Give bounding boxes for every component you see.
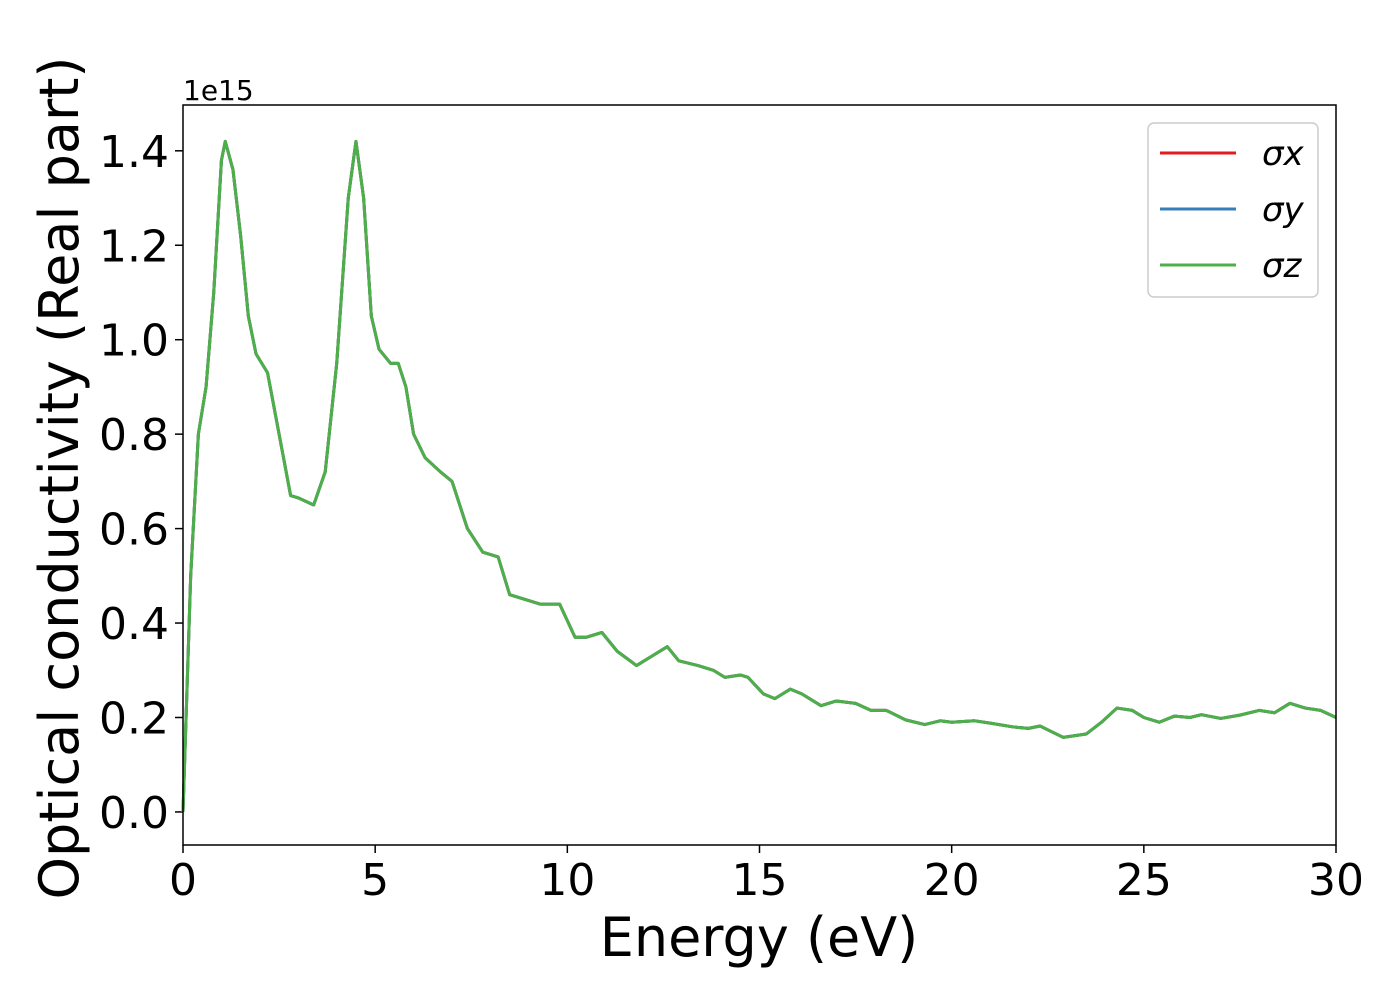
x-tick-label: 0 [169,855,197,906]
x-tick-label: 25 [1116,855,1172,906]
x-tick-label: 15 [732,855,788,906]
x-tick-label: 30 [1308,855,1364,906]
y-tick-label: 0.2 [99,693,169,744]
y-tick-label: 0.8 [99,410,169,461]
y-tick-label: 1.4 [99,127,169,178]
y-tick-label: 0.4 [99,599,169,650]
x-tick-label: 20 [924,855,980,906]
plot-frame [182,104,1337,846]
legend-label: σz [1262,246,1303,286]
y-tick-label: 0.6 [99,505,169,556]
y-tick-label: 1.0 [99,316,169,367]
x-tick-label: 10 [539,855,595,906]
y-axis-label: Optical conductivity (Real part) [28,57,91,900]
series-line [181,139,1337,812]
y-tick-label: 1.2 [99,221,169,272]
legend-label: σy [1262,190,1305,230]
x-tick-label: 5 [361,855,389,906]
legend-label: σx [1262,134,1305,174]
y-offset-label: 1e15 [183,74,254,107]
y-tick-label: 0.0 [99,788,169,839]
x-axis-label: Energy (eV) [600,906,919,969]
